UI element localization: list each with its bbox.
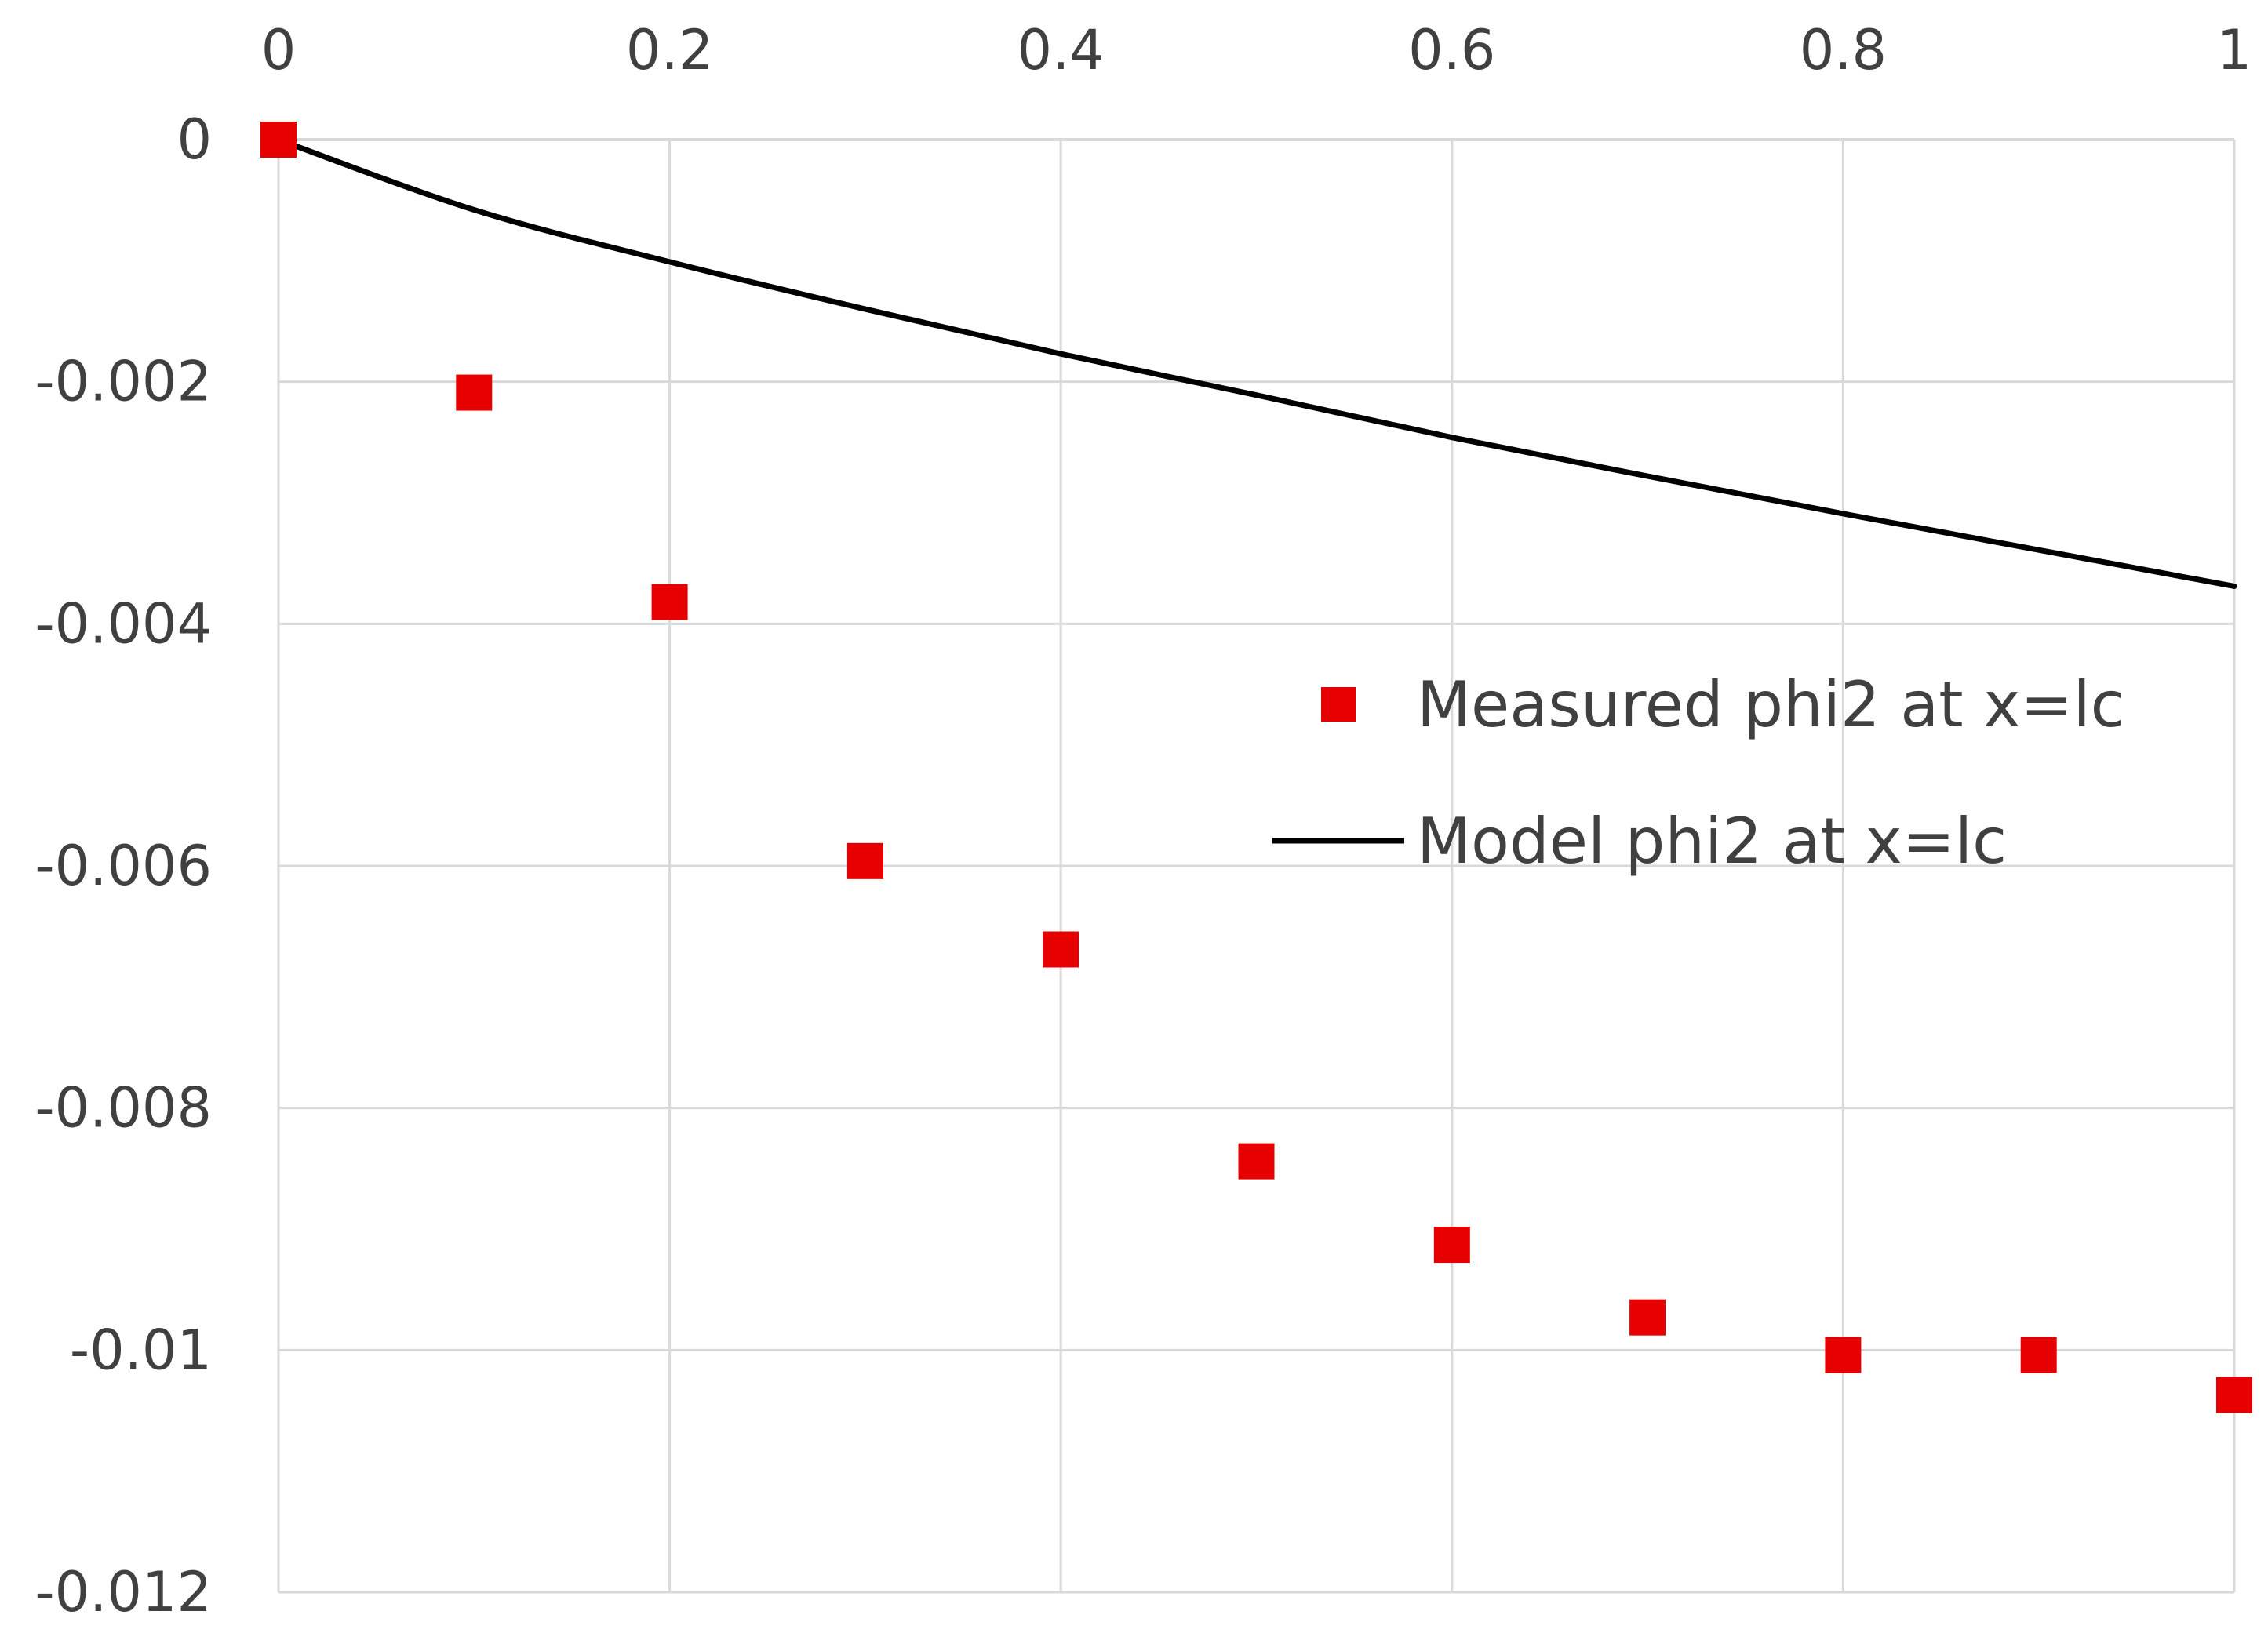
data-series xyxy=(260,122,2252,1413)
measured-data-point xyxy=(846,842,883,879)
legend-square-marker-icon xyxy=(1321,687,1356,722)
measured-data-point xyxy=(2020,1337,2057,1373)
y-tick-label: -0.012 xyxy=(35,1560,212,1624)
measured-data-point xyxy=(1825,1337,1862,1373)
y-tick-label: 0 xyxy=(177,107,212,172)
x-tick-label: 0.4 xyxy=(1018,18,1105,82)
y-tick-label: -0.002 xyxy=(35,350,212,414)
measured-data-point xyxy=(456,374,493,411)
x-tick-label: 0 xyxy=(261,18,297,82)
gridlines xyxy=(277,140,2236,1594)
measured-data-point xyxy=(2216,1377,2252,1413)
measured-data-point xyxy=(1043,931,1079,968)
legend: Measured phi2 at x=lc Model phi2 at x=lc xyxy=(1272,668,2125,878)
legend-label-measured: Measured phi2 at x=lc xyxy=(1417,668,2125,741)
x-tick-label: 0.8 xyxy=(1800,18,1887,82)
y-tick-label: -0.004 xyxy=(35,591,212,656)
x-tick-label: 0.2 xyxy=(626,18,713,82)
tick-labels: 0 0.2 0.4 0.6 0.8 1 0 -0.002 -0.004 -0.006 -0.008 -… xyxy=(35,18,2252,1624)
measured-data-point xyxy=(1629,1299,1666,1336)
y-tick-label: -0.008 xyxy=(35,1076,212,1140)
y-tick-label: -0.006 xyxy=(35,834,212,898)
x-tick-label: 1 xyxy=(2217,18,2252,82)
measured-data-point xyxy=(260,122,297,158)
measured-data-point xyxy=(1238,1143,1275,1180)
model-series-line xyxy=(275,136,2237,589)
measured-data-point xyxy=(1433,1227,1470,1264)
measured-data-point xyxy=(651,584,688,620)
y-tick-label: -0.01 xyxy=(70,1318,212,1382)
legend-item-model: Model phi2 at x=lc xyxy=(1272,805,2007,878)
legend-label-model: Model phi2 at x=lc xyxy=(1417,805,2007,878)
legend-item-measured: Measured phi2 at x=lc xyxy=(1321,668,2125,741)
x-tick-label: 0.6 xyxy=(1408,18,1495,82)
